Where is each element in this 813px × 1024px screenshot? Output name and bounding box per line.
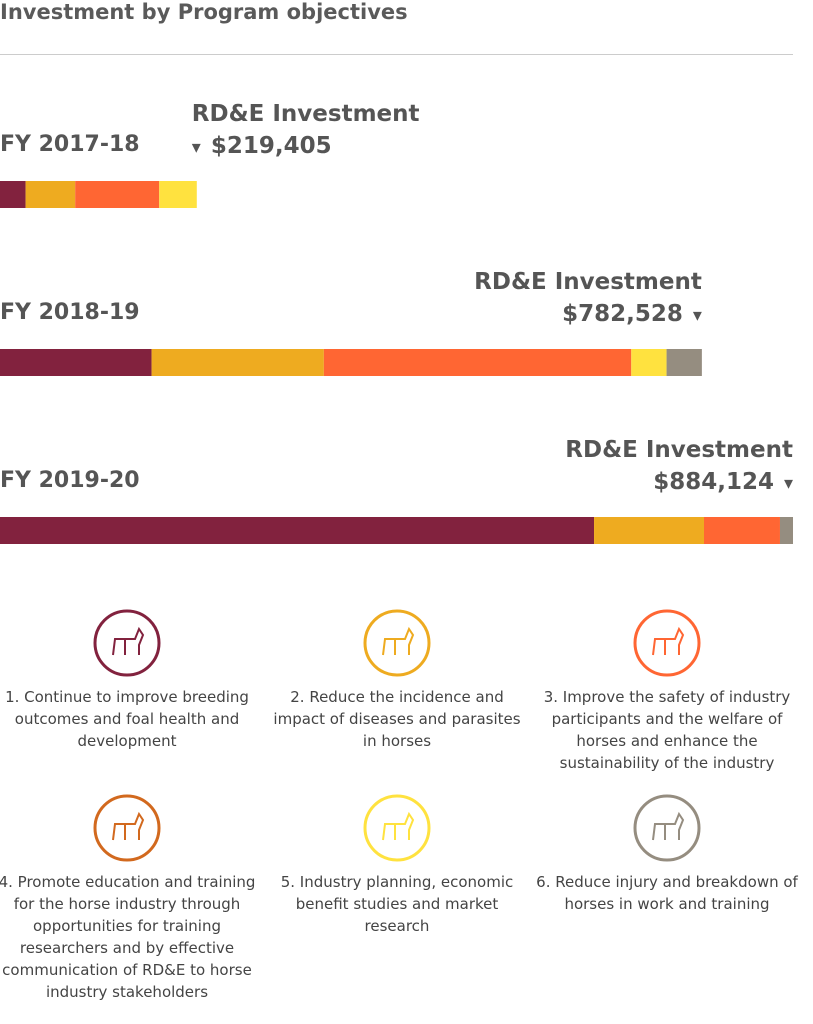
objective-text: 2. Reduce the incidence and impact of di… bbox=[273, 688, 521, 750]
total-value: $782,528 bbox=[562, 301, 683, 327]
title: Investment by Program objectives bbox=[0, 0, 408, 24]
bar-segment bbox=[159, 181, 197, 208]
bar-segment bbox=[25, 181, 76, 208]
icon-ring bbox=[363, 794, 431, 862]
objective-icon bbox=[633, 794, 701, 862]
icon-ring bbox=[363, 609, 431, 677]
bar-segment bbox=[666, 349, 702, 376]
icon-ring bbox=[93, 609, 161, 677]
icon-ring bbox=[633, 609, 701, 677]
triangle: ▾ bbox=[692, 305, 702, 326]
fiscal-year: FY 2019-20 bbox=[0, 468, 140, 493]
fiscal-year: FY 2018-19 bbox=[0, 300, 140, 325]
objective-icon bbox=[93, 794, 161, 862]
objective-icon bbox=[93, 609, 161, 677]
bar-segment bbox=[75, 181, 160, 208]
bar-segment bbox=[704, 517, 780, 544]
icon-ring bbox=[93, 794, 161, 862]
icon-glyph bbox=[382, 811, 415, 841]
bar-segment bbox=[594, 517, 705, 544]
investment-heading: RD&E Investment bbox=[565, 437, 793, 463]
objective-text: 6. Reduce injury and breakdown of horses… bbox=[536, 873, 798, 913]
objective-text: 5. Industry planning, economic benefit s… bbox=[280, 873, 514, 935]
bar-segment bbox=[779, 517, 793, 544]
investment-total: ▾ $219,405 bbox=[192, 130, 332, 164]
objective-icon bbox=[633, 609, 701, 677]
bar-segment bbox=[631, 349, 667, 376]
objective-icon bbox=[363, 794, 431, 862]
investment-total: $782,528 ▾ bbox=[302, 298, 702, 332]
objective-text: 3. Improve the safety of industry partic… bbox=[543, 688, 791, 772]
bar-segment bbox=[323, 349, 632, 376]
triangle: ▾ bbox=[783, 473, 793, 494]
total-value: $884,124 bbox=[653, 469, 774, 495]
bar-segment bbox=[0, 181, 26, 208]
icon-glyph bbox=[382, 626, 415, 656]
objective-icon bbox=[363, 609, 431, 677]
icon-glyph bbox=[112, 811, 145, 841]
investment-total: $884,124 ▾ bbox=[393, 466, 793, 500]
total-value: $219,405 bbox=[210, 133, 332, 159]
divider bbox=[0, 54, 793, 55]
icon-glyph bbox=[112, 626, 145, 656]
bar-segment bbox=[0, 517, 595, 544]
objective-text: 1. Continue to improve breeding outcomes… bbox=[5, 688, 249, 750]
investment-heading: RD&E Investment bbox=[474, 269, 702, 295]
bar-segment bbox=[151, 349, 324, 376]
objective-text: 4. Promote education and training for th… bbox=[0, 873, 256, 1001]
fiscal-year: FY 2017-18 bbox=[0, 132, 140, 157]
bar-segment bbox=[0, 349, 152, 376]
icon-ring bbox=[633, 794, 701, 862]
investment-heading: RD&E Investment bbox=[191, 101, 420, 127]
icon-glyph bbox=[652, 626, 685, 656]
icon-glyph bbox=[652, 811, 685, 841]
triangle: ▾ bbox=[191, 137, 201, 158]
